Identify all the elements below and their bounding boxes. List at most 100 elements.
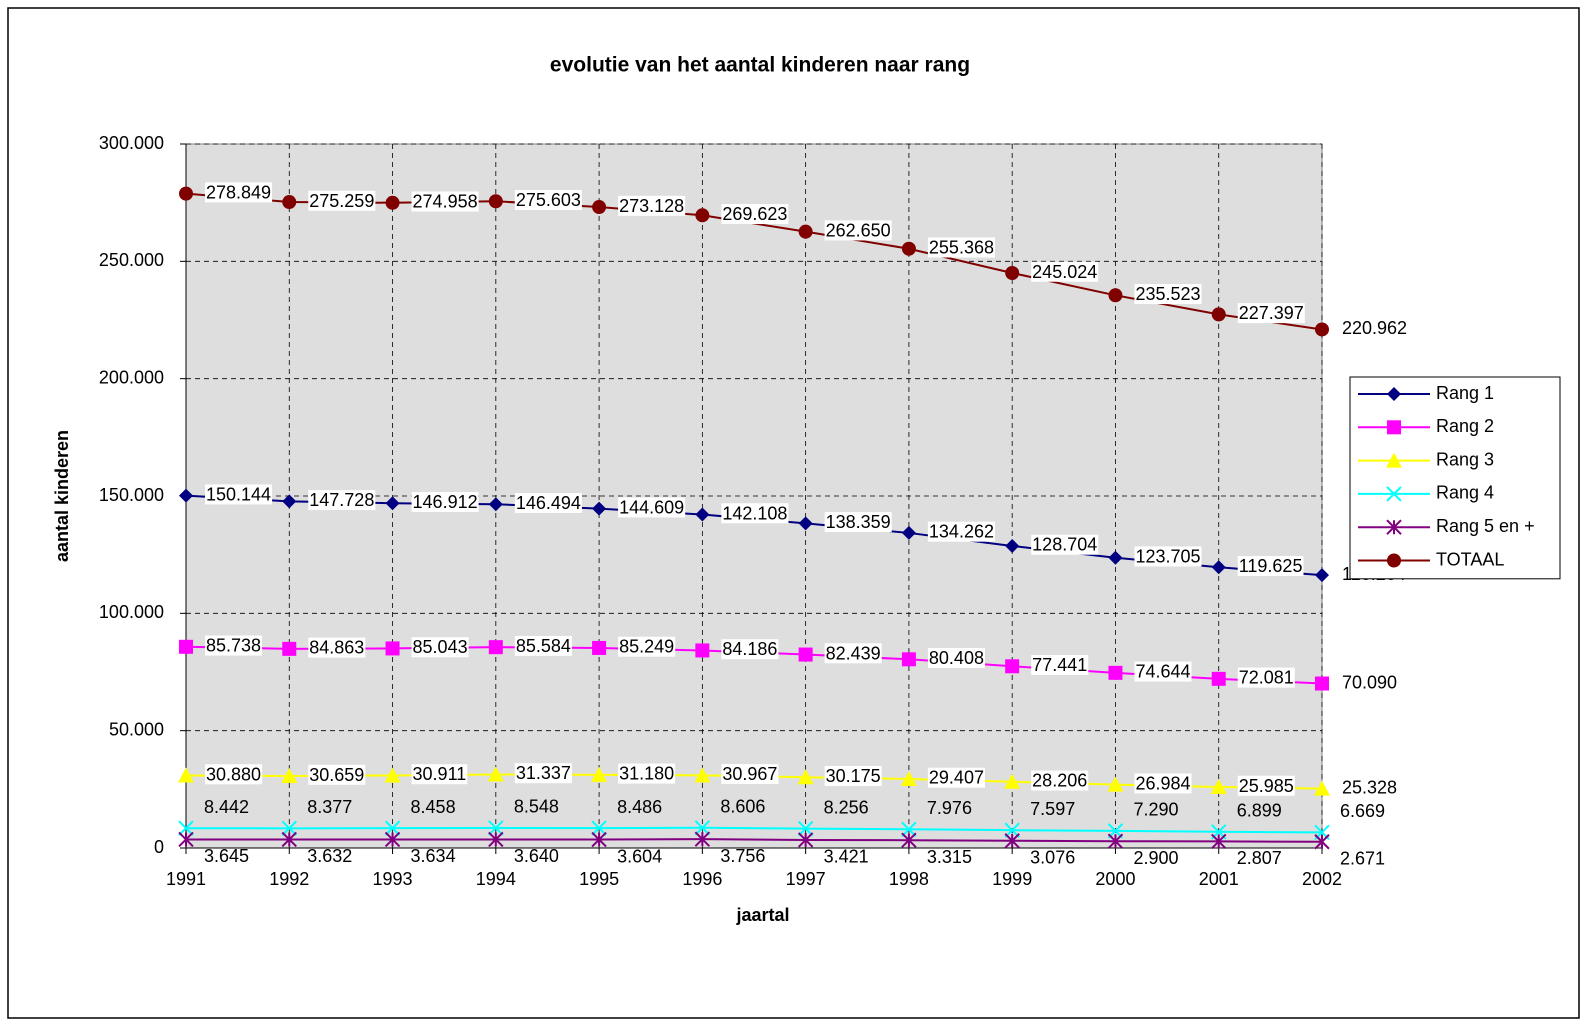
y-tick-label: 150.000 [99,485,164,505]
data-label-bg [411,637,469,658]
marker [694,831,711,847]
data-label-bg [618,763,676,784]
marker [695,208,710,223]
data-label-bg [1237,556,1304,577]
data-label-bg [927,648,985,669]
marker [385,641,400,656]
data-label-bg [411,491,479,512]
data-label-bg [927,521,995,542]
marker [1211,307,1226,322]
data-label: 147.728 [309,490,374,510]
marker [1005,266,1020,281]
marker [281,768,298,784]
data-label: 227.397 [1239,303,1304,323]
marker [1211,560,1226,575]
data-label: 142.108 [722,503,787,523]
marker [385,496,400,511]
data-label: 269.623 [722,204,787,224]
data-label-bg [1134,773,1192,794]
data-label: 80.408 [929,648,984,668]
marker [488,497,503,512]
marker [694,820,711,836]
marker [1315,676,1329,691]
marker [1387,387,1401,401]
marker [487,766,504,782]
data-label-bg [1031,770,1089,791]
data-label-bg [618,195,686,216]
data-label: 26.984 [1135,773,1190,793]
data-label-bg [1341,777,1399,798]
data-label-bg [824,220,892,241]
marker [1005,538,1020,553]
data-label-bg [1341,318,1409,339]
x-tick-label: 2002 [1302,869,1342,889]
data-label: 3.315 [927,847,972,867]
marker [385,195,400,210]
data-label-bg [308,764,366,785]
legend-label: TOTAAL [1436,549,1504,569]
data-label: 278.849 [206,182,271,202]
marker [1315,568,1329,583]
data-label: 3.756 [720,846,765,866]
marker [901,832,917,848]
series-line [185,826,1323,834]
marker [694,767,711,783]
data-label-bg [927,237,995,258]
marker [1210,779,1227,795]
data-label-bg [205,635,263,656]
data-label: 77.441 [1032,655,1087,675]
data-label: 70.090 [1342,672,1397,692]
marker [1314,780,1330,796]
data-label: 255.368 [929,237,994,257]
data-label: 275.603 [516,190,581,210]
data-label: 85.249 [619,637,674,657]
legend-label: Rang 5 en + [1436,516,1535,536]
data-label: 30.659 [309,765,364,785]
marker [488,194,503,209]
data-label: 275.259 [309,191,374,211]
data-label: 8.458 [411,797,456,817]
data-label: 85.584 [516,636,571,656]
data-label-bg [308,490,376,511]
legend-label: Rang 1 [1436,383,1494,403]
marker [1386,519,1402,535]
marker [901,821,917,837]
data-label: 119.625 [1239,556,1303,576]
data-label: 84.863 [309,638,364,658]
marker [798,224,813,239]
marker [1107,833,1124,849]
data-label: 245.024 [1032,262,1097,282]
data-label: 2.671 [1340,848,1385,868]
marker [1004,833,1020,849]
marker [384,820,401,836]
data-label-bg [1031,655,1089,676]
marker [178,767,194,783]
data-label-bg [721,503,789,524]
marker [179,488,193,503]
data-label: 28.206 [1032,771,1087,791]
x-tick-label: 1997 [786,869,826,889]
marker [695,643,710,658]
data-label: 3.640 [514,846,559,866]
data-label: 8.548 [514,797,559,817]
data-label: 8.256 [824,797,869,817]
marker [592,200,607,215]
x-tick-label: 1996 [682,869,722,889]
marker [695,507,710,522]
x-axis-label: jaartal [735,905,789,925]
data-label-bg [514,190,582,211]
data-label-bg [514,492,582,513]
marker [591,766,608,782]
y-tick-label: 200.000 [99,367,164,387]
data-label: 3.421 [824,847,869,867]
marker [1314,834,1330,850]
data-label-bg [1031,534,1099,555]
marker [592,640,607,655]
y-tick-label: 300.000 [99,133,164,153]
data-label: 128.704 [1032,535,1097,555]
x-tick-label: 1995 [579,869,619,889]
data-label: 82.439 [826,643,881,663]
data-label-bg [1237,303,1305,324]
data-label: 72.081 [1239,668,1294,688]
